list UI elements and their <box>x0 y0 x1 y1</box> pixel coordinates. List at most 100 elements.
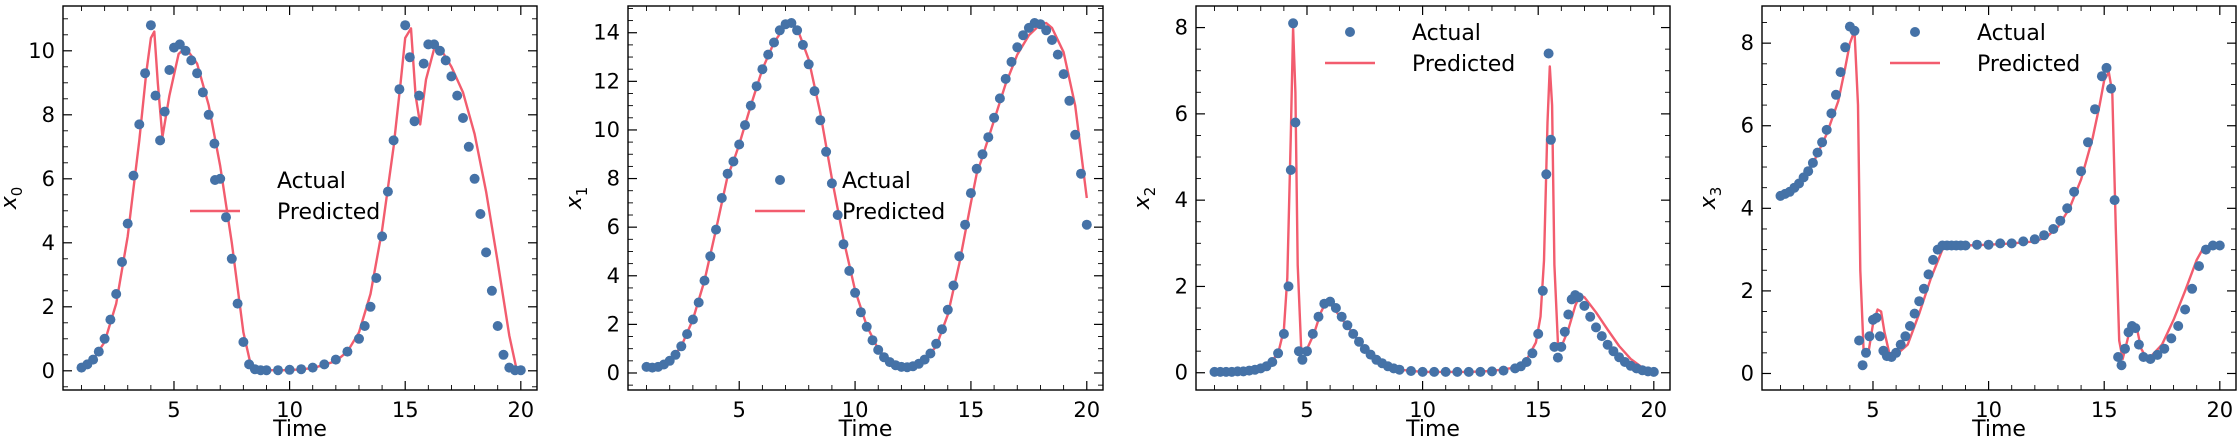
actual-point <box>434 45 445 56</box>
actual-point <box>150 90 161 101</box>
actual-point <box>850 287 861 298</box>
actual-point <box>1463 366 1474 377</box>
legend-actual-marker <box>775 175 785 185</box>
legend-actual-label: Actual <box>842 169 911 194</box>
actual-point <box>365 301 376 312</box>
actual-point <box>803 59 814 70</box>
legend-actual-label: Actual <box>277 169 346 194</box>
x-tick-label: 10 <box>276 398 303 422</box>
actual-point <box>1354 336 1364 347</box>
actual-point <box>2029 234 2040 245</box>
legend-predicted-label: Predicted <box>1412 52 1515 77</box>
actual-point <box>2159 343 2170 354</box>
actual-point <box>1826 108 1837 119</box>
actual-point <box>1909 308 1920 319</box>
actual-point <box>1579 300 1590 311</box>
x-tick-label: 20 <box>1073 398 1100 422</box>
predicted-line <box>646 21 1088 369</box>
actual-point <box>699 275 710 286</box>
actual-point <box>122 218 133 229</box>
y-tick-label: 8 <box>1175 16 1188 40</box>
actual-point <box>1081 219 1092 230</box>
actual-point <box>463 141 474 152</box>
actual-point <box>1545 134 1556 145</box>
actual-point <box>809 86 820 97</box>
actual-point <box>1452 366 1463 377</box>
axes-frame <box>627 5 1104 391</box>
y-axis-label: x3 <box>1696 187 1725 211</box>
legend-actual-marker <box>1345 27 1355 37</box>
actual-point <box>2130 323 2141 334</box>
actual-point <box>1394 364 1405 375</box>
actual-point <box>400 20 411 31</box>
actual-point <box>1972 239 1982 250</box>
actual-point <box>1821 124 1832 135</box>
x-tick-label: 5 <box>167 398 180 422</box>
actual-point <box>1336 311 1347 322</box>
y-tick-label: 4 <box>1175 188 1188 212</box>
legend-actual-marker <box>1910 27 1920 37</box>
actual-point <box>1498 365 1509 376</box>
y-tick-label: 0 <box>607 361 620 385</box>
actual-point <box>2207 240 2218 251</box>
actual-point <box>1313 311 1324 322</box>
x-tick-label: 15 <box>958 398 985 422</box>
actual-point <box>2083 137 2093 148</box>
actual-point <box>1521 357 1532 367</box>
legend-actual-marker <box>210 175 220 185</box>
actual-point <box>1288 18 1299 29</box>
actual-point <box>1417 366 1428 377</box>
actual-point <box>1928 254 1939 265</box>
actual-point <box>1549 341 1560 352</box>
x-axis-label: Time <box>272 417 327 442</box>
actual-point <box>307 362 318 373</box>
actual-point <box>2173 321 2184 331</box>
actual-point <box>2039 230 2050 241</box>
actual-point <box>728 156 739 167</box>
actual-point <box>1537 285 1548 296</box>
actual-point <box>394 84 405 95</box>
actual-point <box>174 39 185 50</box>
y-tick-label: 0 <box>1741 361 1754 385</box>
legend: Actual Predicted <box>190 169 380 225</box>
legend: Actual Predicted <box>1890 21 2080 77</box>
actual-point <box>965 188 976 199</box>
actual-point <box>716 193 727 203</box>
actual-point <box>155 135 166 146</box>
actual-point <box>418 58 429 69</box>
actual-point <box>1891 347 1902 358</box>
actual-point <box>1076 168 1086 179</box>
actual-point <box>429 39 440 50</box>
legend: Actual Predicted <box>755 169 945 225</box>
actual-point <box>1293 346 1304 357</box>
actual-point <box>209 138 220 149</box>
actual-point <box>942 304 953 315</box>
actual-point <box>983 132 994 143</box>
actual-point <box>1330 303 1341 313</box>
actual-point <box>2006 238 2017 249</box>
actual-point <box>1905 321 1915 331</box>
actual-point <box>475 209 486 219</box>
actual-point <box>1429 366 1440 377</box>
actual-point <box>440 55 451 66</box>
actual-point <box>711 224 721 235</box>
y-tick-label: 10 <box>593 118 620 142</box>
actual-point <box>105 314 116 325</box>
actual-point <box>2055 215 2066 226</box>
y-tick-label: 0 <box>42 359 55 383</box>
actual-point <box>954 251 965 262</box>
actual-point <box>1556 341 1567 352</box>
actual-point <box>388 135 399 146</box>
actual-point <box>1064 95 1075 106</box>
actual-point <box>1559 326 1570 337</box>
actual-point <box>330 354 341 365</box>
actual-point <box>159 106 170 117</box>
actual-point <box>2194 261 2204 272</box>
actual-point <box>994 93 1005 104</box>
actual-point <box>492 321 503 331</box>
actual-point <box>948 280 959 291</box>
actual-point <box>1325 296 1336 307</box>
actual-point <box>1278 328 1289 339</box>
actual-point <box>221 212 231 223</box>
